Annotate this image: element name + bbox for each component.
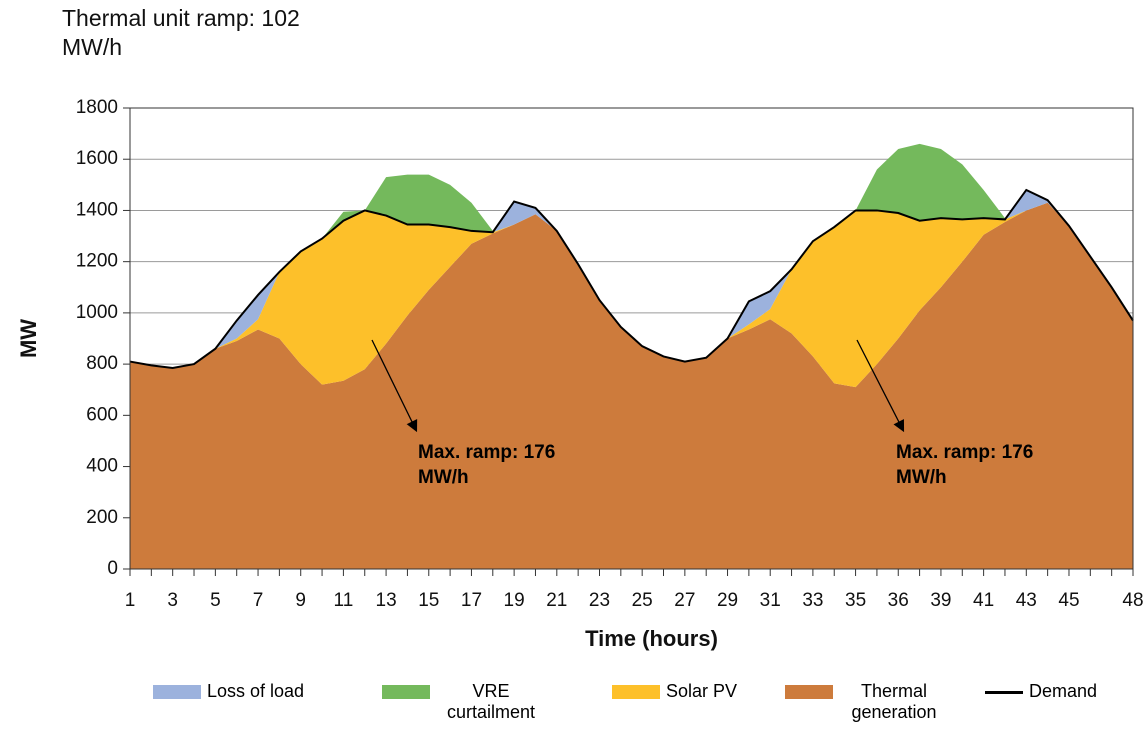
demand-line (129, 188, 1134, 369)
x-tick-label: 33 (802, 590, 823, 611)
y-tick-label: 1200 (76, 251, 118, 272)
x-tick-label: 29 (717, 590, 738, 611)
x-tick-label: 31 (760, 590, 781, 611)
x-tick-label: 17 (461, 590, 482, 611)
legend-label: Solar PV (666, 681, 738, 701)
annotation-arrow (371, 339, 418, 433)
y-tick-label: 400 (86, 456, 118, 477)
legend-swatch (382, 685, 430, 699)
legend-item: Demand (985, 681, 1097, 702)
x-tick-label: 23 (589, 590, 610, 611)
x-tick-label: 3 (167, 590, 178, 611)
x-tick-label: 43 (1016, 590, 1037, 611)
legend-item: Solar PV (612, 681, 737, 702)
legend-item: VRE curtailment (382, 681, 546, 723)
y-tick-label: 1800 (76, 97, 118, 118)
x-tick-label: 7 (253, 590, 264, 611)
legend-item: Thermal generation (785, 681, 949, 723)
y-axis-label: MW (16, 319, 41, 358)
x-tick-label: 39 (930, 590, 951, 611)
x-tick-label: 5 (210, 590, 221, 611)
annotation-arrow (856, 339, 905, 433)
x-tick-label: 35 (845, 590, 866, 611)
legend-swatch (985, 691, 1023, 694)
plot-frame (129, 107, 1134, 570)
x-tick-label: 21 (546, 590, 567, 611)
area (130, 202, 1133, 569)
y-tick-label: 600 (86, 404, 118, 425)
x-tick-label: 48 (1122, 590, 1143, 611)
chart-title: Thermal unit ramp: 102 MW/h (62, 5, 300, 60)
y-tick-label: 200 (86, 507, 118, 528)
x-tick-label: 45 (1058, 590, 1079, 611)
x-tick-label: 27 (674, 590, 695, 611)
legend-label: Thermal generation (851, 681, 937, 722)
x-tick-label: 19 (504, 590, 525, 611)
y-tick-label: 800 (86, 353, 118, 374)
x-tick-label: 9 (295, 590, 306, 611)
legend-swatch (785, 685, 833, 699)
x-tick-label: 1 (125, 590, 136, 611)
legend-swatch (153, 685, 201, 699)
annotation: Max. ramp: 176 MW/h (418, 442, 556, 488)
x-tick-label: 41 (973, 590, 994, 611)
area (130, 143, 1133, 368)
area (130, 202, 1133, 388)
legend-label: VRE curtailment (446, 681, 536, 722)
legend-label: Demand (1029, 681, 1098, 701)
x-tick-label: 15 (418, 590, 439, 611)
legend-swatch (612, 685, 660, 699)
area (130, 189, 1133, 368)
legend-label: Loss of load (207, 681, 305, 701)
y-tick-label: 0 (107, 558, 118, 579)
x-axis-label: Time (hours) (585, 626, 718, 651)
x-tick-label: 11 (334, 590, 354, 611)
x-tick-label: 36 (888, 590, 909, 611)
y-tick-label: 1600 (76, 148, 118, 169)
x-tick-label: 25 (632, 590, 653, 611)
x-tick-label: 13 (376, 590, 397, 611)
y-tick-label: 1400 (76, 199, 118, 220)
y-tick-label: 1000 (76, 302, 118, 323)
legend-item: Loss of load (153, 681, 304, 702)
annotation: Max. ramp: 176 MW/h (896, 442, 1034, 488)
